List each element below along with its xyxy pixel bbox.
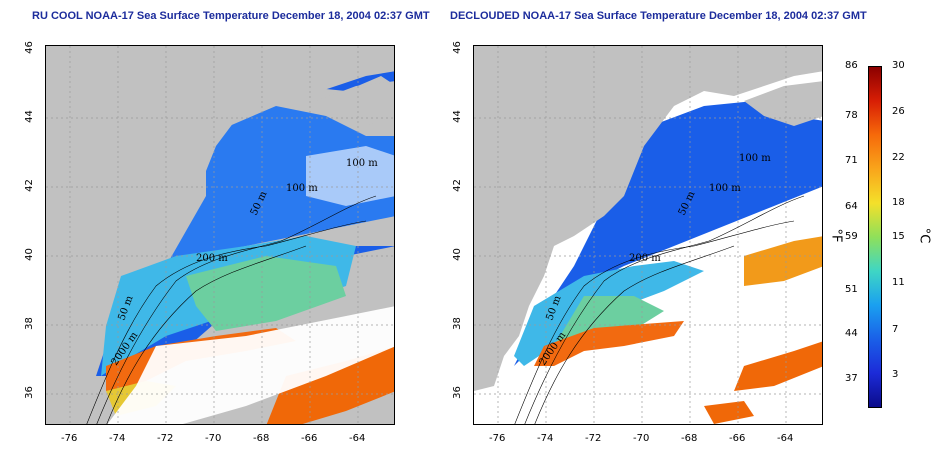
- warm-gulf-stream: [534, 321, 684, 366]
- y-tick-label: 40: [23, 248, 35, 261]
- x-tick-label: -70: [205, 433, 222, 444]
- y-tick-label: 38: [23, 317, 35, 330]
- warm-patch-south: [266, 346, 394, 424]
- fahrenheit-unit-label: °F: [828, 228, 844, 243]
- celsius-tick: 3: [892, 369, 899, 380]
- y-tick-label: 40: [451, 248, 463, 261]
- celsius-unit-label: °C: [916, 227, 932, 244]
- celsius-tick: 22: [892, 152, 905, 163]
- x-tick-label: -76: [61, 433, 78, 444]
- x-tick-label: -66: [729, 433, 746, 444]
- left-sst-map: 200 m 100 m 100 m 50 m 50 m 2000 m: [45, 45, 395, 425]
- warm-patch-south: [704, 401, 754, 424]
- celsius-tick: 11: [892, 277, 905, 288]
- y-tick-label: 46: [23, 41, 35, 54]
- fahrenheit-tick: 78: [845, 110, 858, 121]
- x-tick-label: -64: [349, 433, 366, 444]
- contour-label: 100 m: [346, 158, 378, 169]
- contour-label: 100 m: [739, 153, 771, 164]
- x-tick-label: -66: [301, 433, 318, 444]
- land-novascotia: [744, 81, 822, 126]
- cloud-east: [306, 146, 394, 206]
- fahrenheit-tick: 71: [845, 155, 858, 166]
- left-map-title: RU COOL NOAA-17 Sea Surface Temperature …: [32, 10, 430, 22]
- contour-label: 100 m: [709, 183, 741, 194]
- x-tick-label: -76: [489, 433, 506, 444]
- land-novascotia: [316, 81, 394, 126]
- contour-label: 200 m: [629, 253, 661, 264]
- right-map-title: DECLOUDED NOAA-17 Sea Surface Temperatur…: [450, 10, 867, 22]
- y-tick-label: 42: [23, 179, 35, 192]
- y-tick-label: 36: [23, 386, 35, 399]
- contour-label: 200 m: [196, 253, 228, 264]
- x-tick-label: -68: [681, 433, 698, 444]
- x-tick-label: -72: [157, 433, 174, 444]
- land-northeast: [474, 46, 822, 391]
- contour-label: 100 m: [286, 183, 318, 194]
- temperature-colorbar: [868, 66, 882, 408]
- x-tick-label: -74: [109, 433, 126, 444]
- cold-shelf-water: [514, 101, 822, 366]
- fahrenheit-tick: 37: [845, 373, 858, 384]
- right-map-graphic: 200 m 100 m 100 m 50 m 50 m 2000 m: [474, 46, 822, 424]
- fahrenheit-tick: 44: [845, 328, 858, 339]
- celsius-tick: 26: [892, 106, 905, 117]
- warm-patch-east: [744, 236, 822, 286]
- celsius-tick: 7: [892, 324, 899, 335]
- y-tick-label: 42: [451, 179, 463, 192]
- cold-water-north: [166, 106, 394, 266]
- cloud-south: [107, 306, 394, 424]
- x-tick-label: -72: [585, 433, 602, 444]
- y-tick-label: 36: [451, 386, 463, 399]
- y-tick-label: 44: [23, 110, 35, 123]
- celsius-tick: 18: [892, 197, 905, 208]
- celsius-tick: 30: [892, 60, 905, 71]
- celsius-tick: 15: [892, 231, 905, 242]
- x-tick-label: -68: [253, 433, 270, 444]
- right-sst-map: 200 m 100 m 100 m 50 m 50 m 2000 m: [473, 45, 823, 425]
- fahrenheit-tick: 51: [845, 284, 858, 295]
- land-northeast: [46, 46, 394, 391]
- fahrenheit-tick: 59: [845, 231, 858, 242]
- x-tick-label: -70: [633, 433, 650, 444]
- y-tick-label: 38: [451, 317, 463, 330]
- x-tick-label: -74: [537, 433, 554, 444]
- y-tick-label: 44: [451, 110, 463, 123]
- x-tick-label: -64: [777, 433, 794, 444]
- fahrenheit-tick: 86: [845, 60, 858, 71]
- y-tick-label: 46: [451, 41, 463, 54]
- warm-patch-southeast: [734, 341, 822, 391]
- fahrenheit-tick: 64: [845, 201, 858, 212]
- left-map-graphic: 200 m 100 m 100 m 50 m 50 m 2000 m: [46, 46, 394, 424]
